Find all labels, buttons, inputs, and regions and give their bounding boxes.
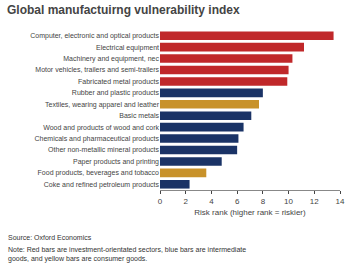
svg-text:Coke and refined petroleum pro: Coke and refined petroleum products (44, 181, 160, 189)
svg-text:12: 12 (310, 197, 319, 206)
svg-text:Source: Oxford Economics: Source: Oxford Economics (8, 234, 92, 241)
svg-text:Fabricated metal products: Fabricated metal products (78, 78, 159, 86)
svg-text:Food products, beverages and t: Food products, beverages and tobacco (38, 169, 160, 177)
svg-text:Note: Red bars are investment-: Note: Red bars are investment-orientated… (8, 246, 246, 263)
svg-text:Textiles, wearing apparel and: Textiles, wearing apparel and leather (45, 101, 160, 109)
svg-text:2: 2 (183, 197, 188, 206)
svg-text:Machinery and equipment, nec: Machinery and equipment, nec (63, 55, 159, 63)
svg-text:Wood and products of wood and: Wood and products of wood and cork (43, 124, 159, 132)
svg-text:10: 10 (284, 197, 293, 206)
svg-text:0: 0 (158, 197, 163, 206)
svg-text:14: 14 (336, 197, 345, 206)
svg-text:Basic metals: Basic metals (119, 112, 159, 119)
svg-text:Risk rank (higher rank = riski: Risk rank (higher rank = riskier) (194, 208, 306, 217)
svg-text:Motor vehicles, trailers and s: Motor vehicles, trailers and semi-traile… (35, 66, 159, 73)
svg-text:6: 6 (235, 197, 240, 206)
svg-text:4: 4 (209, 197, 214, 206)
svg-text:8: 8 (261, 197, 266, 206)
svg-text:Chemicals and pharmaceutical p: Chemicals and pharmaceutical products (34, 135, 159, 143)
svg-text:Rubber and plastic products: Rubber and plastic products (72, 89, 160, 97)
svg-text:Other non-metallic mineral pro: Other non-metallic mineral products (48, 146, 159, 154)
svg-text:Global manufactuirng vulnerabi: Global manufactuirng vulnerability index (7, 3, 240, 17)
svg-text:Computer, electronic and optic: Computer, electronic and optical product… (30, 32, 159, 40)
svg-text:Paper products and printing: Paper products and printing (73, 158, 159, 166)
svg-text:Electrical equipment: Electrical equipment (96, 44, 159, 52)
